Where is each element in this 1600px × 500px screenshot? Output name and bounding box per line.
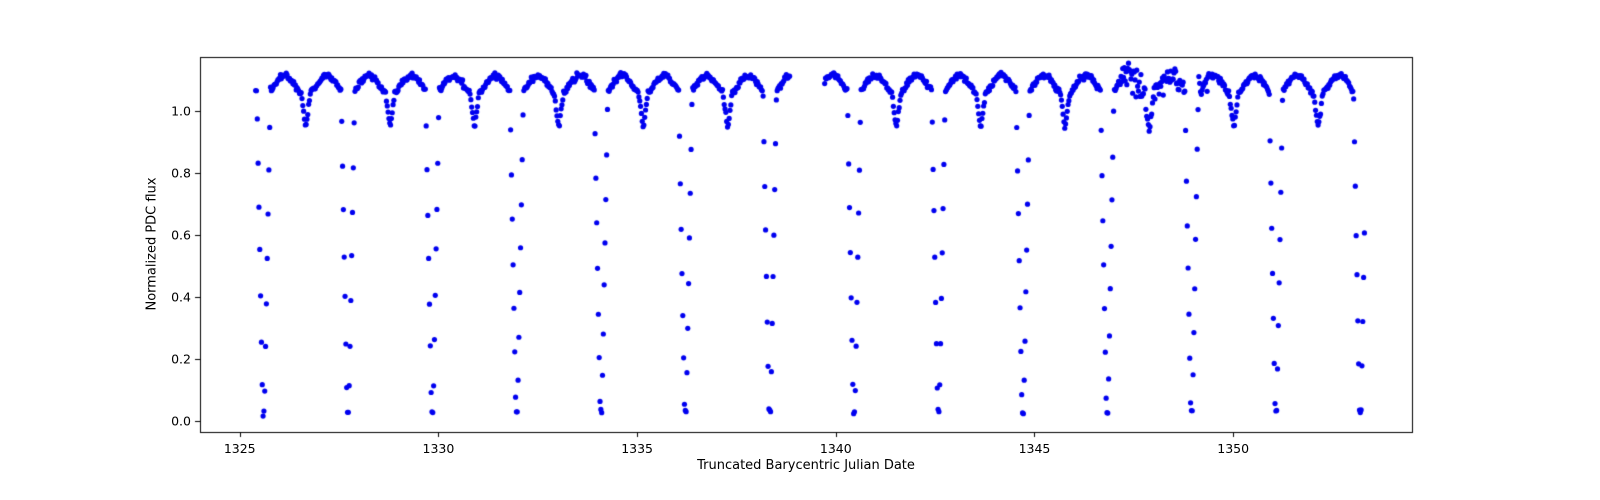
x-tick-label: 1345 xyxy=(1018,441,1051,456)
y-tick-label: 1.0 xyxy=(171,103,191,119)
y-tick-label: 0.2 xyxy=(171,351,191,367)
y-tick-label: 0.0 xyxy=(171,413,191,429)
y-tick-label: 0.4 xyxy=(171,289,191,305)
y-tick-label: 0.8 xyxy=(171,165,191,181)
x-tick-label: 1330 xyxy=(422,441,455,456)
x-tick-label: 1340 xyxy=(819,441,852,456)
x-axis-label: Truncated Barycentric Julian Date xyxy=(697,458,915,473)
y-axis-label: Normalized PDC flux xyxy=(144,177,160,311)
x-tick-label: 1325 xyxy=(223,441,256,456)
x-tick-label: 1335 xyxy=(621,441,654,456)
y-tick-label: 0.6 xyxy=(171,227,191,243)
x-tick-label: 1350 xyxy=(1217,441,1250,456)
